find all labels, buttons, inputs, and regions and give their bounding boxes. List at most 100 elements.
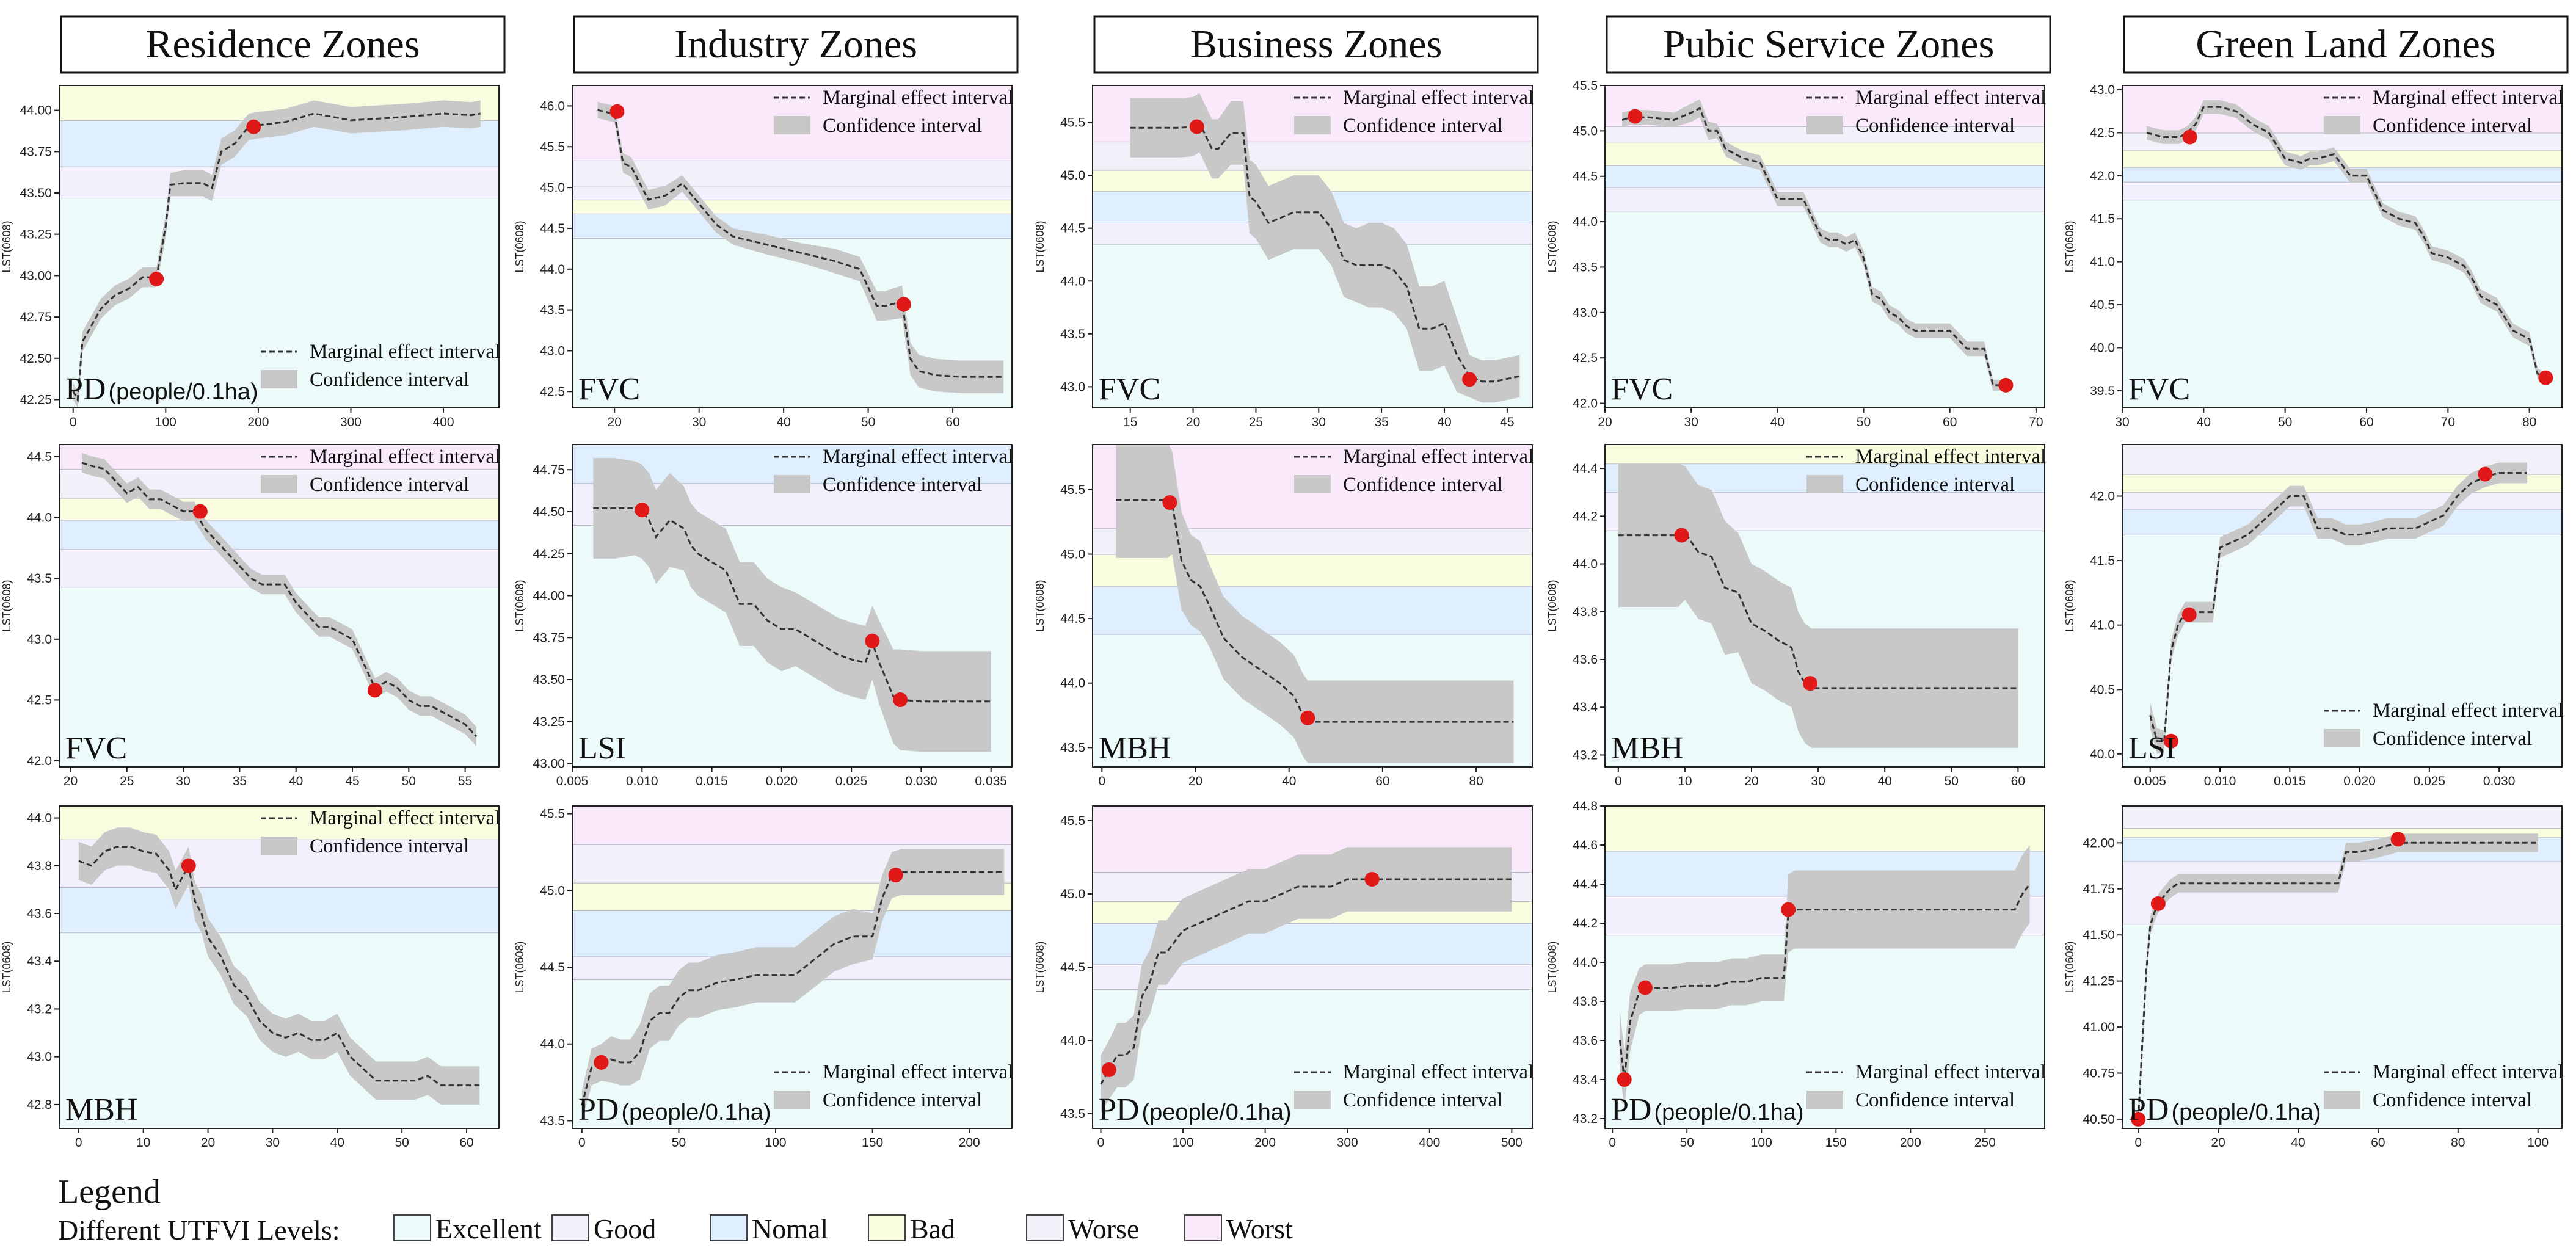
x-tick-label: 30 (176, 774, 190, 788)
y-tick-label: 44.6 (1573, 838, 1598, 852)
x-tick-label: 60 (1375, 774, 1389, 788)
y-tick-label: 44.50 (533, 505, 565, 519)
legend-ci-swatch (2324, 1091, 2360, 1109)
x-tick-label: 20 (1188, 774, 1202, 788)
y-tick-label: 44.00 (533, 589, 565, 603)
y-tick-label: 45.0 (1060, 548, 1085, 562)
y-tick-label: 45.0 (540, 181, 565, 195)
legend-level-label: Good (594, 1213, 656, 1244)
utfvi-band-good (2122, 492, 2562, 509)
legend-line-label: Marginal effect interval (1855, 87, 2046, 109)
x-tick-label: 0.025 (2414, 774, 2446, 788)
x-tick-label: 0 (2134, 1136, 2142, 1150)
chart-panel: 0.005 0.010 0.015 0.020 0.025 0.030 0.035 43.00… (514, 444, 1013, 788)
confidence-interval-band (593, 458, 991, 752)
y-tick-label: 44.5 (540, 960, 565, 975)
legend-swatch-worse (1026, 1214, 1064, 1241)
x-tick-label: 40 (289, 774, 303, 788)
x-tick-label: 30 (1811, 774, 1825, 788)
marginal-effect-line (2137, 841, 2538, 1119)
legend-ci-label: Confidence interval (823, 474, 982, 496)
column-header-box (573, 15, 1019, 74)
utfvi-band-worst (572, 806, 1012, 844)
y-axis-label: LST(0608) (514, 941, 526, 993)
y-tick-label: 43.6 (27, 907, 52, 921)
x-tick-label: 70 (2029, 415, 2043, 429)
column-header-box (2123, 15, 2569, 74)
legend-title: Legend (58, 1173, 161, 1211)
legend-ci-swatch (2324, 729, 2360, 747)
legend-label: Different UTFVI Levels: (58, 1214, 340, 1246)
column-header-title: Pubic Service Zones (1663, 22, 1995, 67)
marginal-effect-line (78, 846, 480, 1087)
feature-label: MBH (1099, 731, 1171, 766)
legend-ci-swatch (774, 475, 810, 493)
y-tick-label: 44.5 (1573, 170, 1598, 184)
legend-line-label: Marginal effect interval (823, 446, 1013, 468)
y-tick-label: 41.00 (2083, 1020, 2115, 1034)
threshold-point (896, 297, 911, 312)
confidence-interval-band (78, 827, 480, 1105)
axes-frame (2122, 444, 2563, 768)
x-tick-label: 80 (2451, 1136, 2465, 1150)
feature-name: LSI (2128, 731, 2176, 766)
utfvi-band-bad (572, 200, 1012, 214)
y-tick-label: 43.5 (27, 572, 52, 586)
x-tick-label: 100 (1751, 1136, 1772, 1150)
axes-frame (1092, 85, 1533, 408)
x-tick-label: 50 (1945, 774, 1959, 788)
legend-level-label: Nomal (752, 1213, 828, 1244)
confidence-interval-band (581, 849, 1005, 1121)
column-header-title: Green Land Zones (2196, 22, 2495, 67)
x-tick-label: 30 (692, 415, 706, 429)
y-tick-label: 43.8 (1573, 605, 1598, 619)
y-tick-label: 42.25 (20, 393, 52, 407)
plot-area (59, 85, 499, 408)
threshold-point (1628, 109, 1643, 124)
marginal-effect-line (1116, 499, 1514, 723)
plot-area (2122, 445, 2562, 767)
marginal-effect-line (81, 462, 478, 738)
x-tick-label: 40 (776, 415, 790, 429)
threshold-point (1803, 676, 1817, 691)
y-tick-label: 45.5 (1060, 483, 1085, 497)
confidence-interval-band (2147, 100, 2546, 383)
y-tick-label: 42.8 (27, 1098, 52, 1112)
x-tick-label: 60 (2371, 1136, 2385, 1150)
legend-level-label: Excellent (435, 1213, 542, 1244)
utfvi-band-normal (2122, 167, 2562, 182)
x-tick-label: 0.010 (626, 774, 658, 788)
legend-ci-swatch (1806, 1091, 1843, 1109)
confidence-interval-band (1130, 93, 1520, 403)
y-tick-label: 45.0 (1573, 124, 1598, 138)
y-tick-label: 43.5 (1573, 260, 1598, 274)
feature-label: FVC (578, 372, 640, 407)
legend-level-label: Bad (910, 1213, 955, 1244)
y-tick-label: 43.4 (1573, 1073, 1598, 1087)
confidence-interval-band (1116, 445, 1514, 763)
threshold-point (1101, 1062, 1116, 1077)
axes-frame (2122, 85, 2563, 408)
feature-label: PD (people/0.1ha) (1611, 1092, 1804, 1127)
axes-frame (59, 85, 500, 408)
y-tick-label: 44.4 (1573, 877, 1598, 891)
threshold-point (609, 104, 625, 119)
x-tick-label: 100 (155, 415, 176, 429)
y-tick-label: 42.5 (540, 385, 565, 399)
legend-line-label: Marginal effect interval (823, 87, 1013, 109)
legend-ci-label: Confidence interval (823, 1089, 982, 1111)
feature-label: PD (people/0.1ha) (2128, 1092, 2321, 1127)
y-tick-label: 43.6 (1573, 653, 1598, 667)
y-tick-label: 43.6 (1573, 1034, 1598, 1048)
legend-ci-label: Confidence interval (823, 115, 982, 137)
x-tick-label: 60 (459, 1136, 473, 1150)
x-tick-label: 35 (233, 774, 247, 788)
x-tick-label: 0.005 (2134, 774, 2166, 788)
y-tick-label: 43.0 (2090, 83, 2115, 97)
y-tick-label: 43.0 (1060, 380, 1085, 394)
feature-name: LSI (578, 731, 626, 766)
y-tick-label: 41.0 (2090, 255, 2115, 269)
feature-name: MBH (1611, 731, 1683, 766)
feature-unit: (people/0.1ha) (2171, 1100, 2321, 1125)
y-tick-label: 43.0 (1573, 306, 1598, 320)
